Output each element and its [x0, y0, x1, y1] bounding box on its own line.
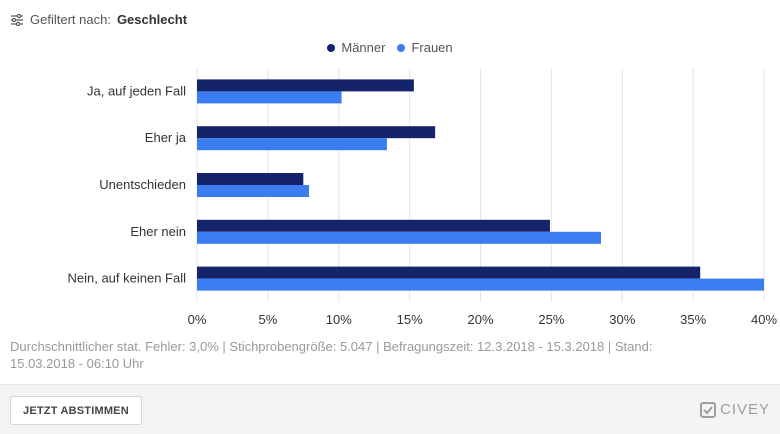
bar-maenner [197, 266, 701, 279]
x-tick-label: 5% [258, 312, 277, 327]
bar-maenner [197, 219, 550, 232]
category-label: Unentschieden [99, 177, 186, 192]
x-tick-label: 10% [326, 312, 352, 327]
filter-prefix: Gefiltert nach: [30, 12, 111, 27]
bar-frauen [197, 91, 342, 104]
bar-maenner [197, 126, 436, 139]
bar-maenner [197, 79, 414, 92]
vote-now-button[interactable]: JETZT ABSTIMMEN [10, 396, 142, 425]
bar-frauen [197, 231, 601, 244]
category-label: Nein, auf keinen Fall [67, 271, 186, 286]
bar-chart: 0% 5% 10% 15% 20% 25% 30% 35% 40% Ja, auf jeden F… [67, 68, 777, 327]
chart-legend: Männer Frauen [0, 40, 780, 55]
bar-maenner [197, 173, 304, 185]
x-tick-label: 20% [467, 312, 493, 327]
filter-sliders-icon [11, 13, 23, 26]
x-tick-label: 30% [609, 312, 635, 327]
bar-frauen [197, 278, 764, 291]
x-tick-label: 25% [538, 312, 564, 327]
x-tick-label: 15% [397, 312, 423, 327]
civey-logo-icon [699, 401, 716, 418]
filter-value: Geschlecht [116, 12, 188, 27]
civey-brand[interactable]: CIVEY [699, 401, 770, 418]
legend-label-frauen: Frauen [411, 40, 453, 55]
chart-footnote: Durchschnittlicher stat. Fehler: 3,0% | … [10, 339, 653, 371]
x-tick-label: 35% [680, 312, 706, 327]
legend-dot-maenner [327, 43, 336, 52]
category-label: Eher ja [145, 130, 187, 145]
legend-dot-frauen [397, 43, 406, 52]
filter-indicator: Gefiltert nach: Geschlecht [10, 12, 187, 27]
footer-bar: JETZT ABSTIMMEN CIVEY [0, 384, 780, 434]
category-label: Ja, auf jeden Fall [87, 83, 186, 98]
x-tick-label: 40% [751, 312, 777, 327]
bar-frauen [197, 185, 309, 197]
legend-item-maenner[interactable]: Männer [327, 40, 385, 55]
legend-label-maenner: Männer [341, 40, 386, 55]
legend-item-frauen[interactable]: Frauen [397, 40, 453, 55]
brand-name: CIVEY [719, 401, 770, 418]
bar-frauen [197, 138, 387, 151]
x-tick-label: 0% [188, 312, 207, 327]
category-label: Eher nein [130, 224, 186, 239]
